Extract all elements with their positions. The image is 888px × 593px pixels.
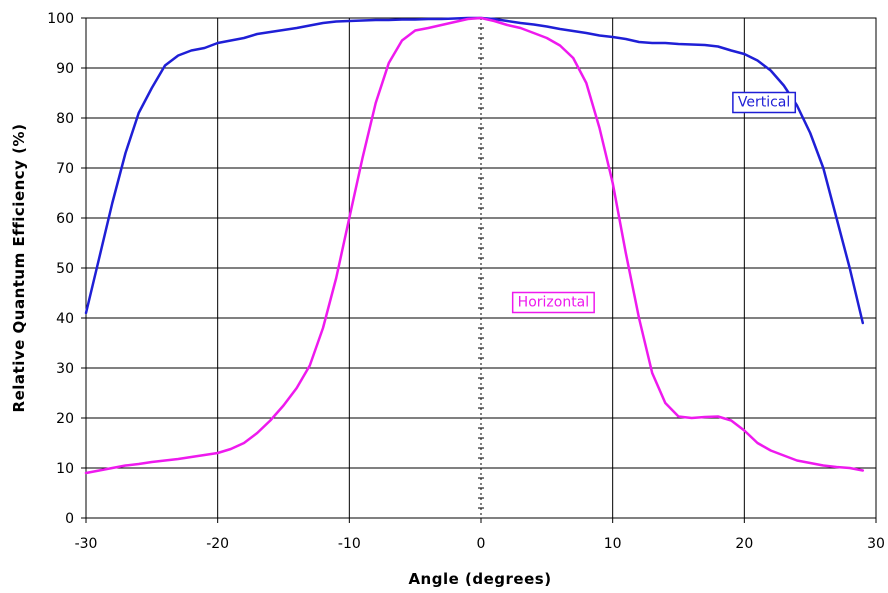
series-label-box-vertical bbox=[732, 91, 797, 114]
y-tick-label: 30 bbox=[56, 361, 74, 377]
x-tick-label: -10 bbox=[338, 536, 361, 552]
y-tick-label: 10 bbox=[56, 461, 74, 477]
series-label-horizontal: Horizontal bbox=[518, 295, 589, 311]
y-tick-label: 50 bbox=[56, 261, 74, 277]
y-axis-title: Relative Quantum Efficiency (%) bbox=[10, 124, 28, 413]
series-label-vertical: Vertical bbox=[738, 95, 790, 111]
y-tick-label: 70 bbox=[56, 161, 74, 177]
y-tick-label: 100 bbox=[47, 11, 74, 27]
x-tick-label: 10 bbox=[604, 536, 622, 552]
series-lines bbox=[84, 16, 865, 475]
series-line-horizontal bbox=[84, 16, 865, 475]
x-tick-label: -30 bbox=[75, 536, 98, 552]
y-tick-label: 60 bbox=[56, 211, 74, 227]
y-tick-label: 20 bbox=[56, 411, 74, 427]
series-label-box-horizontal bbox=[511, 291, 595, 314]
series-labels: Vertical Horizontal bbox=[511, 91, 797, 314]
y-tick-label: 40 bbox=[56, 311, 74, 327]
x-tick-label: -20 bbox=[206, 536, 229, 552]
y-tick-label: 80 bbox=[56, 111, 74, 127]
x-tick-label: 20 bbox=[735, 536, 753, 552]
x-tick-label: 30 bbox=[867, 536, 885, 552]
x-tick-label: 0 bbox=[477, 536, 486, 552]
x-axis-title: Angle (degrees) bbox=[408, 570, 551, 588]
y-tick-label: 90 bbox=[56, 61, 74, 77]
tick-labels: 0 10 20 30 40 50 60 70 80 90 100 -30 -20 -10 0 10 20 30 bbox=[47, 11, 885, 552]
y-tick-label: 0 bbox=[65, 511, 74, 527]
